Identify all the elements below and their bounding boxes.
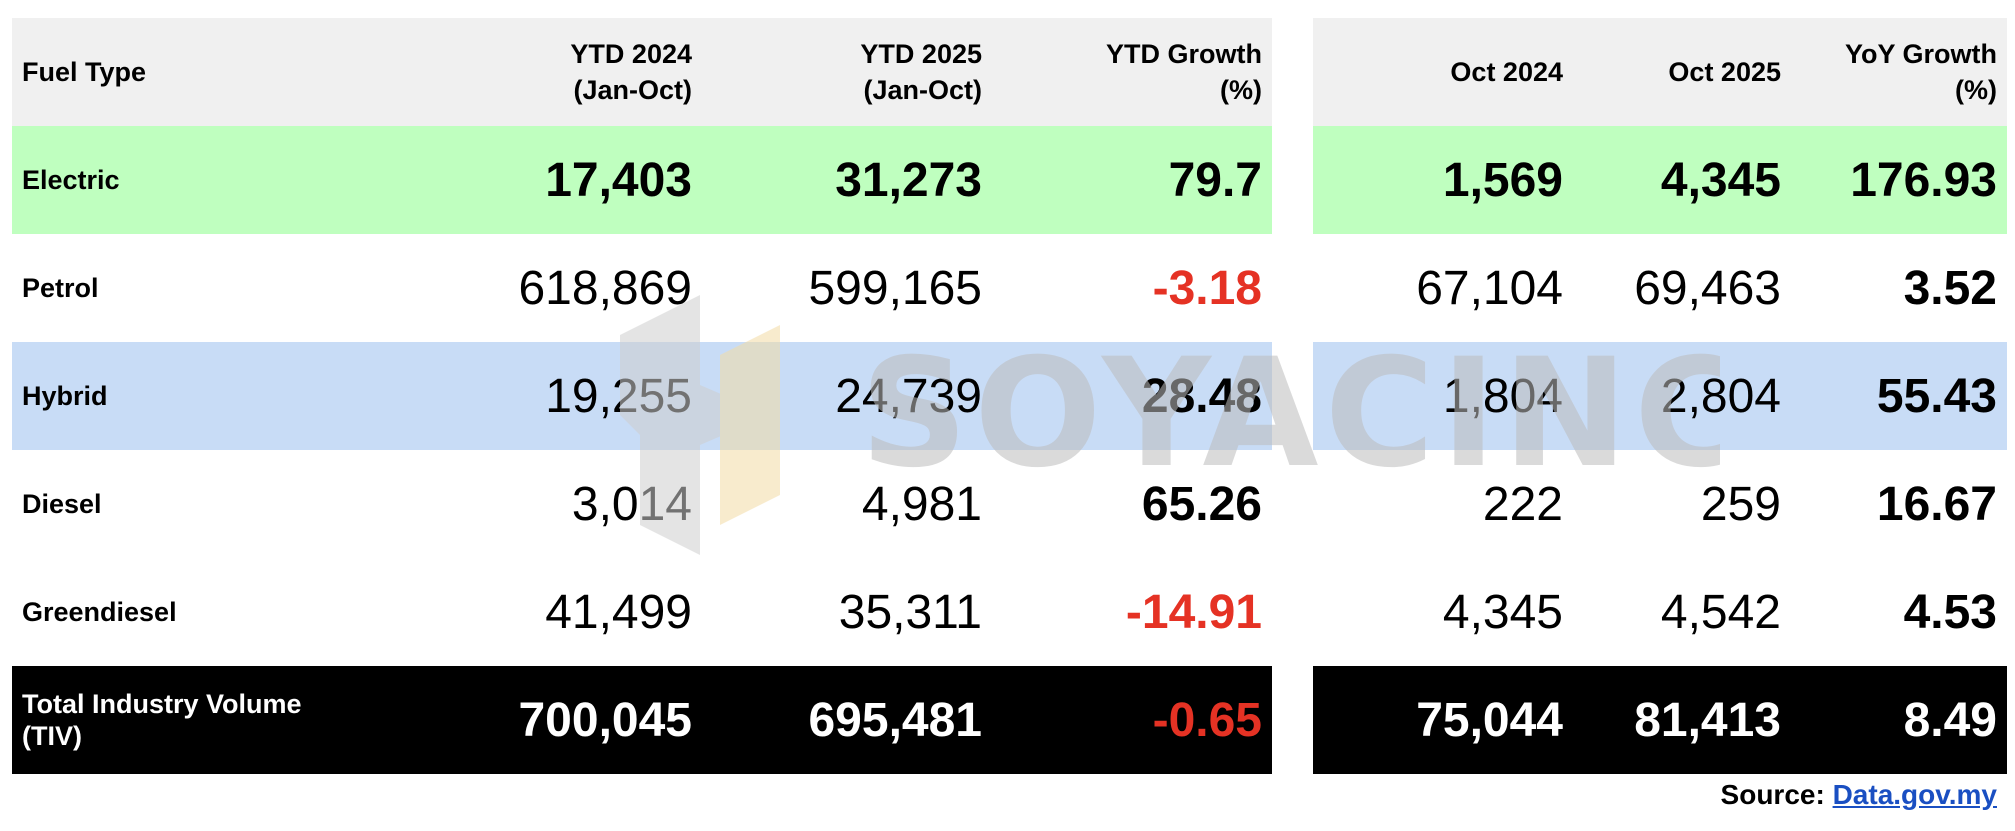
table-row-diesel: Diesel 3,014 4,981 65.26 <box>12 450 1272 558</box>
cell-yoy-growth: 55.43 <box>1791 342 2007 450</box>
cell-oct-2024: 1,569 <box>1313 126 1573 234</box>
cell-ytd-2024: 700,045 <box>412 666 702 774</box>
cell-oct-2025: 259 <box>1700 477 1781 531</box>
source-label: Source: <box>1720 779 1825 810</box>
table-header-row: Fuel Type YTD 2024 (Jan-Oct) YTD 2025 (Jan… <box>12 18 1272 126</box>
cell-oct-2024: 67,104 <box>1416 261 1563 315</box>
monthly-table-panel: Oct 2024 Oct 2025 YoY Growth (%) 1,569 4,… <box>1313 18 2007 774</box>
cell-ytd-2025: 4,981 <box>861 477 982 531</box>
cell-ytd-growth: 79.7 <box>992 126 1272 234</box>
table-row-diesel: 222 259 16.67 <box>1313 450 2007 558</box>
cell-ytd-2025: 24,739 <box>702 342 992 450</box>
table-row-hybrid: 1,804 2,804 55.43 <box>1313 342 2007 450</box>
table-row-electric: 1,569 4,345 176.93 <box>1313 126 2007 234</box>
table-row-total: 75,044 81,413 8.49 <box>1313 666 2007 774</box>
source-link[interactable]: Data.gov.my <box>1832 779 1997 810</box>
table-row-petrol: Petrol 618,869 599,165 -3.18 <box>12 234 1272 342</box>
row-label: Electric <box>12 126 412 234</box>
table-row-total: Total Industry Volume (TIV) 700,045 695,4… <box>12 666 1272 774</box>
cell-yoy-growth: 4.53 <box>1903 585 1997 639</box>
header-yoy-growth: YoY Growth (%) <box>1791 18 2007 126</box>
cell-ytd-2024: 618,869 <box>518 261 692 315</box>
cell-oct-2025: 4,345 <box>1573 126 1791 234</box>
row-label: Total Industry Volume (TIV) <box>12 666 412 774</box>
cell-ytd-2024: 19,255 <box>412 342 702 450</box>
row-label: Hybrid <box>12 342 412 450</box>
cell-ytd-2024: 3,014 <box>571 477 692 531</box>
table-row-hybrid: Hybrid 19,255 24,739 28.48 <box>12 342 1272 450</box>
header-oct-2025: Oct 2025 <box>1573 18 1791 126</box>
ytd-table: Fuel Type YTD 2024 (Jan-Oct) YTD 2025 (Jan… <box>12 18 1272 774</box>
cell-ytd-2025: 599,165 <box>808 261 982 315</box>
table-row-electric: Electric 17,403 31,273 79.7 <box>12 126 1272 234</box>
cell-yoy-growth: 8.49 <box>1791 666 2007 774</box>
header-ytd-2025: YTD 2025 (Jan-Oct) <box>702 18 992 126</box>
cell-oct-2024: 4,345 <box>1442 585 1563 639</box>
cell-ytd-growth: 28.48 <box>992 342 1272 450</box>
cell-yoy-growth: 176.93 <box>1791 126 2007 234</box>
cell-ytd-2025: 31,273 <box>702 126 992 234</box>
cell-oct-2024: 75,044 <box>1313 666 1573 774</box>
cell-yoy-growth: 3.52 <box>1903 261 1997 315</box>
cell-ytd-2024: 17,403 <box>412 126 702 234</box>
row-label: Petrol <box>22 273 99 303</box>
cell-oct-2025: 4,542 <box>1660 585 1781 639</box>
cell-oct-2025: 69,463 <box>1634 261 1781 315</box>
header-fuel-type: Fuel Type <box>12 18 412 126</box>
cell-oct-2024: 222 <box>1482 477 1563 531</box>
ytd-table-panel: Fuel Type YTD 2024 (Jan-Oct) YTD 2025 (Jan… <box>12 18 1272 774</box>
table-header-row: Oct 2024 Oct 2025 YoY Growth (%) <box>1313 18 2007 126</box>
cell-oct-2025: 81,413 <box>1573 666 1791 774</box>
cell-oct-2025: 2,804 <box>1573 342 1791 450</box>
table-row-petrol: 67,104 69,463 3.52 <box>1313 234 2007 342</box>
cell-ytd-2025: 35,311 <box>838 585 982 639</box>
source-note: Source: Data.gov.my <box>1721 779 1997 811</box>
monthly-table: Oct 2024 Oct 2025 YoY Growth (%) 1,569 4,… <box>1313 18 2007 774</box>
cell-ytd-growth: -3.18 <box>1152 261 1262 315</box>
header-ytd-2024: YTD 2024 (Jan-Oct) <box>412 18 702 126</box>
cell-yoy-growth: 16.67 <box>1876 477 1997 531</box>
cell-ytd-growth: -14.91 <box>1125 585 1262 639</box>
header-oct-2024: Oct 2024 <box>1313 18 1573 126</box>
cell-ytd-2024: 41,499 <box>545 585 692 639</box>
row-label: Greendiesel <box>22 597 177 627</box>
table-row-greendiesel: 4,345 4,542 4.53 <box>1313 558 2007 666</box>
header-ytd-growth: YTD Growth (%) <box>992 18 1272 126</box>
cell-ytd-growth: 65.26 <box>1141 477 1262 531</box>
cell-ytd-2025: 695,481 <box>702 666 992 774</box>
cell-oct-2024: 1,804 <box>1313 342 1573 450</box>
row-label: Diesel <box>22 489 102 519</box>
table-row-greendiesel: Greendiesel 41,499 35,311 -14.91 <box>12 558 1272 666</box>
cell-ytd-growth: -0.65 <box>992 666 1272 774</box>
